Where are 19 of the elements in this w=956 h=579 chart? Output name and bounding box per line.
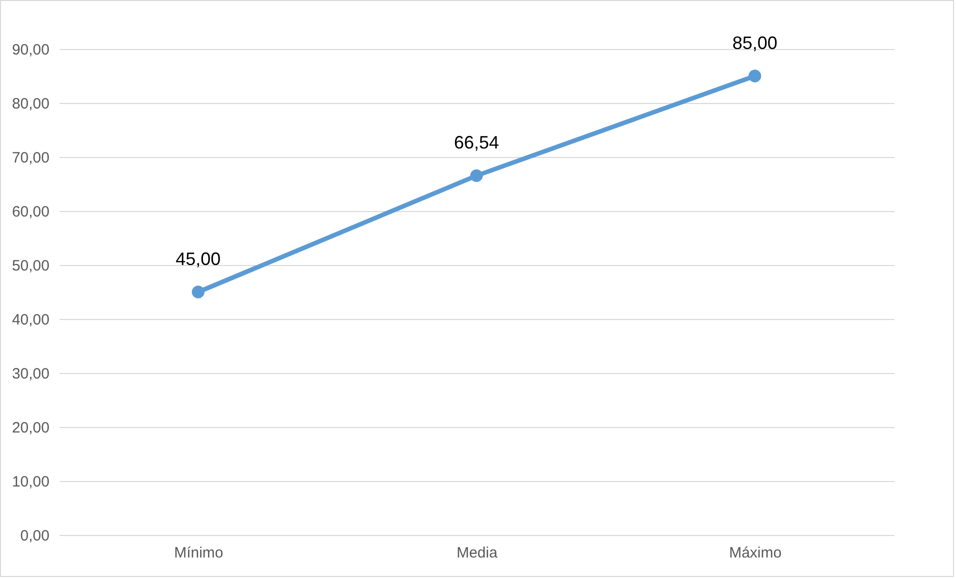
y-tick-label: 0,00 (20, 528, 50, 544)
y-tick-label: 20,00 (12, 420, 50, 436)
x-tick-label: Máximo (729, 544, 782, 562)
data-label: 45,00 (176, 249, 221, 269)
x-tick-label: Mínimo (174, 544, 224, 562)
point (192, 286, 204, 298)
y-tick-label: 30,00 (12, 366, 50, 382)
y-tick-label: 50,00 (12, 258, 50, 274)
y-tick-label: 40,00 (12, 312, 50, 328)
data-label: 66,54 (454, 132, 500, 153)
y-tick-label: 90,00 (12, 42, 50, 58)
y-tick-label: 80,00 (12, 96, 50, 112)
y-tick-label: 10,00 (12, 474, 50, 490)
point (470, 169, 483, 182)
data-label: 85,00 (732, 33, 778, 53)
y-tick-label: 70,00 (12, 150, 50, 166)
x-tick-label: Media (456, 544, 498, 562)
y-tick-label: 60,00 (12, 204, 50, 220)
point (748, 70, 762, 82)
